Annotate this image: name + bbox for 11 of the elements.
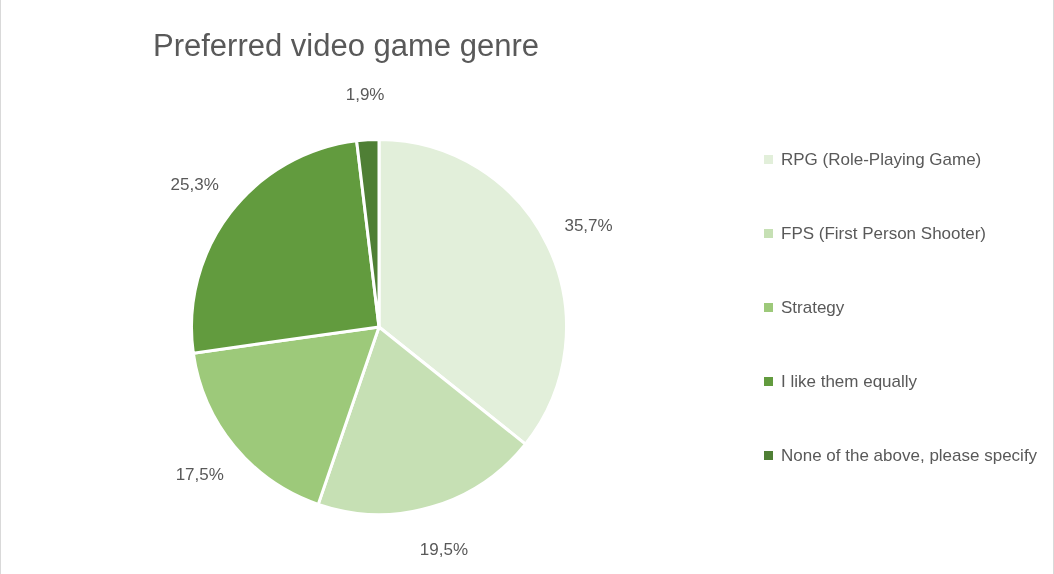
- legend-label: FPS (First Person Shooter): [781, 224, 987, 244]
- legend-label: RPG (Role-Playing Game): [781, 150, 982, 170]
- data-label: 35,7%: [564, 215, 613, 235]
- chart-title: Preferred video game genre: [153, 28, 540, 64]
- data-label: 19,5%: [419, 539, 469, 559]
- data-label: 25,3%: [170, 174, 219, 194]
- legend-label: I like them equally: [781, 372, 918, 392]
- legend-label: Strategy: [781, 298, 845, 318]
- data-label: 1,9%: [345, 84, 385, 104]
- legend-label: None of the above, please specify: [781, 446, 1038, 466]
- data-label: 17,5%: [175, 464, 224, 484]
